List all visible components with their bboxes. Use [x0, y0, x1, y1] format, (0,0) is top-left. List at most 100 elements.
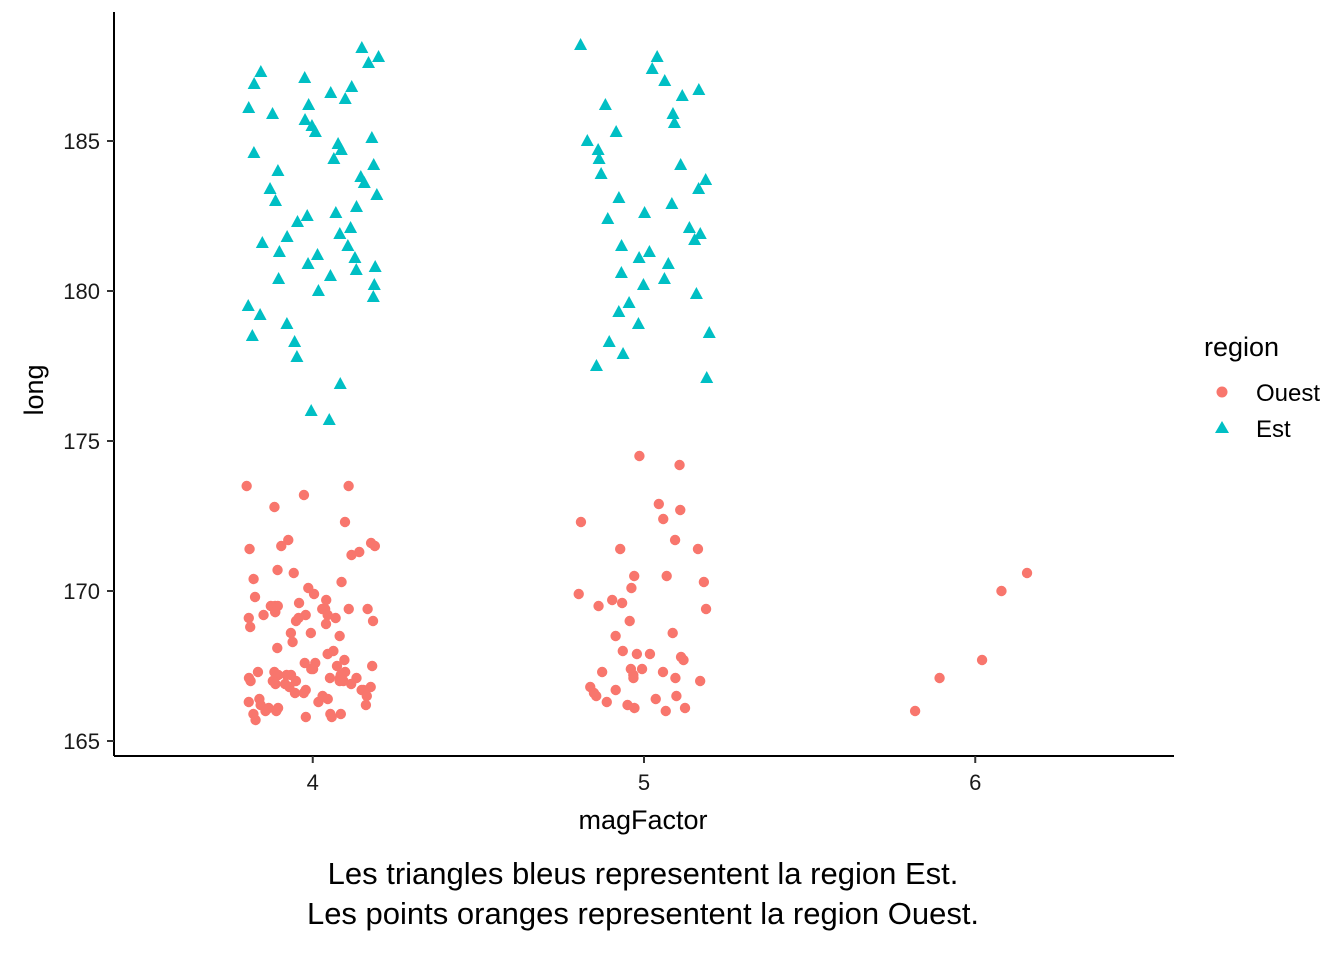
data-point-ouest [934, 672, 945, 684]
data-point-ouest [617, 645, 628, 657]
data-point-ouest [293, 597, 305, 609]
data-point-est [666, 107, 680, 119]
data-point-est [247, 146, 261, 158]
data-point-ouest [288, 567, 299, 579]
data-point-ouest [285, 627, 297, 639]
data-point-ouest [610, 684, 621, 696]
data-point-est [368, 260, 382, 272]
data-point-est [370, 188, 384, 200]
data-point-est [592, 152, 606, 164]
data-point-est [682, 221, 696, 233]
x-axis-title: magFactor [578, 805, 707, 835]
data-point-ouest [290, 675, 302, 687]
data-point-est [372, 50, 386, 62]
data-point-est [334, 143, 348, 155]
data-point-ouest [260, 705, 271, 717]
data-point-ouest [596, 666, 608, 678]
data-point-est [612, 191, 626, 203]
data-point-ouest [626, 582, 637, 594]
data-point-est [298, 71, 312, 83]
data-point-est [338, 92, 352, 104]
data-point-ouest [270, 678, 281, 690]
data-point-ouest [276, 540, 287, 552]
data-point-ouest [366, 660, 378, 672]
data-point-ouest [607, 594, 618, 606]
data-point-est [638, 206, 652, 218]
data-point-est [598, 98, 612, 110]
data-point-ouest [909, 705, 921, 717]
data-point-est [304, 404, 318, 416]
data-point-est [272, 245, 286, 257]
data-point-ouest [669, 534, 681, 546]
data-point-est [692, 182, 706, 194]
data-point-est [667, 116, 681, 128]
data-point-ouest [298, 489, 310, 501]
data-point-est [311, 284, 325, 296]
y-tick-label: 180 [63, 279, 100, 304]
data-point-est [661, 257, 675, 269]
data-point-ouest [976, 654, 988, 666]
data-point-ouest [339, 654, 350, 666]
data-point-est [271, 164, 285, 176]
data-point-est [272, 272, 286, 284]
data-point-ouest [319, 603, 331, 615]
data-point-ouest [306, 663, 317, 675]
data-point-ouest [700, 603, 712, 615]
data-point-ouest [601, 696, 612, 708]
data-point-ouest [653, 498, 665, 510]
data-point-ouest [658, 513, 669, 525]
data-point-ouest [675, 504, 686, 516]
data-point-ouest [591, 690, 602, 702]
data-point-ouest [334, 630, 345, 642]
data-point-est [612, 305, 626, 317]
data-point-ouest [321, 594, 332, 606]
data-point-est [693, 227, 707, 239]
data-point-est [665, 197, 679, 209]
data-point-ouest [345, 678, 357, 690]
x-tick-label: 4 [307, 770, 319, 795]
data-point-est [367, 278, 381, 290]
data-point-est [645, 62, 659, 74]
legend-key-est-icon [1215, 421, 1229, 433]
data-point-ouest [692, 543, 704, 555]
data-point-ouest [698, 576, 710, 588]
data-point-est [245, 329, 259, 341]
data-point-est [357, 176, 371, 188]
data-point-est [291, 215, 305, 227]
data-point-ouest [629, 570, 640, 582]
data-point-est [591, 143, 605, 155]
data-point-ouest [241, 480, 252, 492]
data-point-ouest [616, 597, 628, 609]
data-point-est [692, 83, 706, 95]
legend-label-est: Est [1256, 416, 1291, 443]
data-point-ouest [308, 588, 320, 600]
data-point-ouest [269, 606, 281, 618]
data-point-est [700, 371, 714, 383]
data-point-est [642, 245, 656, 257]
data-point-est [269, 194, 283, 206]
data-point-ouest [245, 621, 256, 633]
data-point-ouest [339, 516, 351, 528]
data-point-est [298, 113, 312, 125]
data-point-est [609, 125, 623, 137]
data-point-est [329, 206, 343, 218]
data-point-ouest [1021, 567, 1033, 579]
data-point-ouest [674, 459, 685, 471]
data-point-ouest [679, 702, 691, 714]
data-point-est [675, 89, 689, 101]
data-point-ouest [322, 648, 333, 660]
data-point-ouest [615, 543, 626, 555]
data-point-est [657, 272, 671, 284]
data-point-ouest [287, 636, 298, 648]
data-point-ouest [624, 615, 635, 627]
data-point-est [255, 236, 269, 248]
data-point-ouest [290, 615, 302, 627]
data-point-ouest [636, 663, 648, 675]
data-point-ouest [670, 672, 681, 684]
data-point-ouest [628, 672, 639, 684]
data-point-est [242, 101, 256, 113]
data-point-ouest [324, 672, 336, 684]
data-point-ouest [330, 612, 341, 624]
data-point-est [348, 251, 362, 263]
